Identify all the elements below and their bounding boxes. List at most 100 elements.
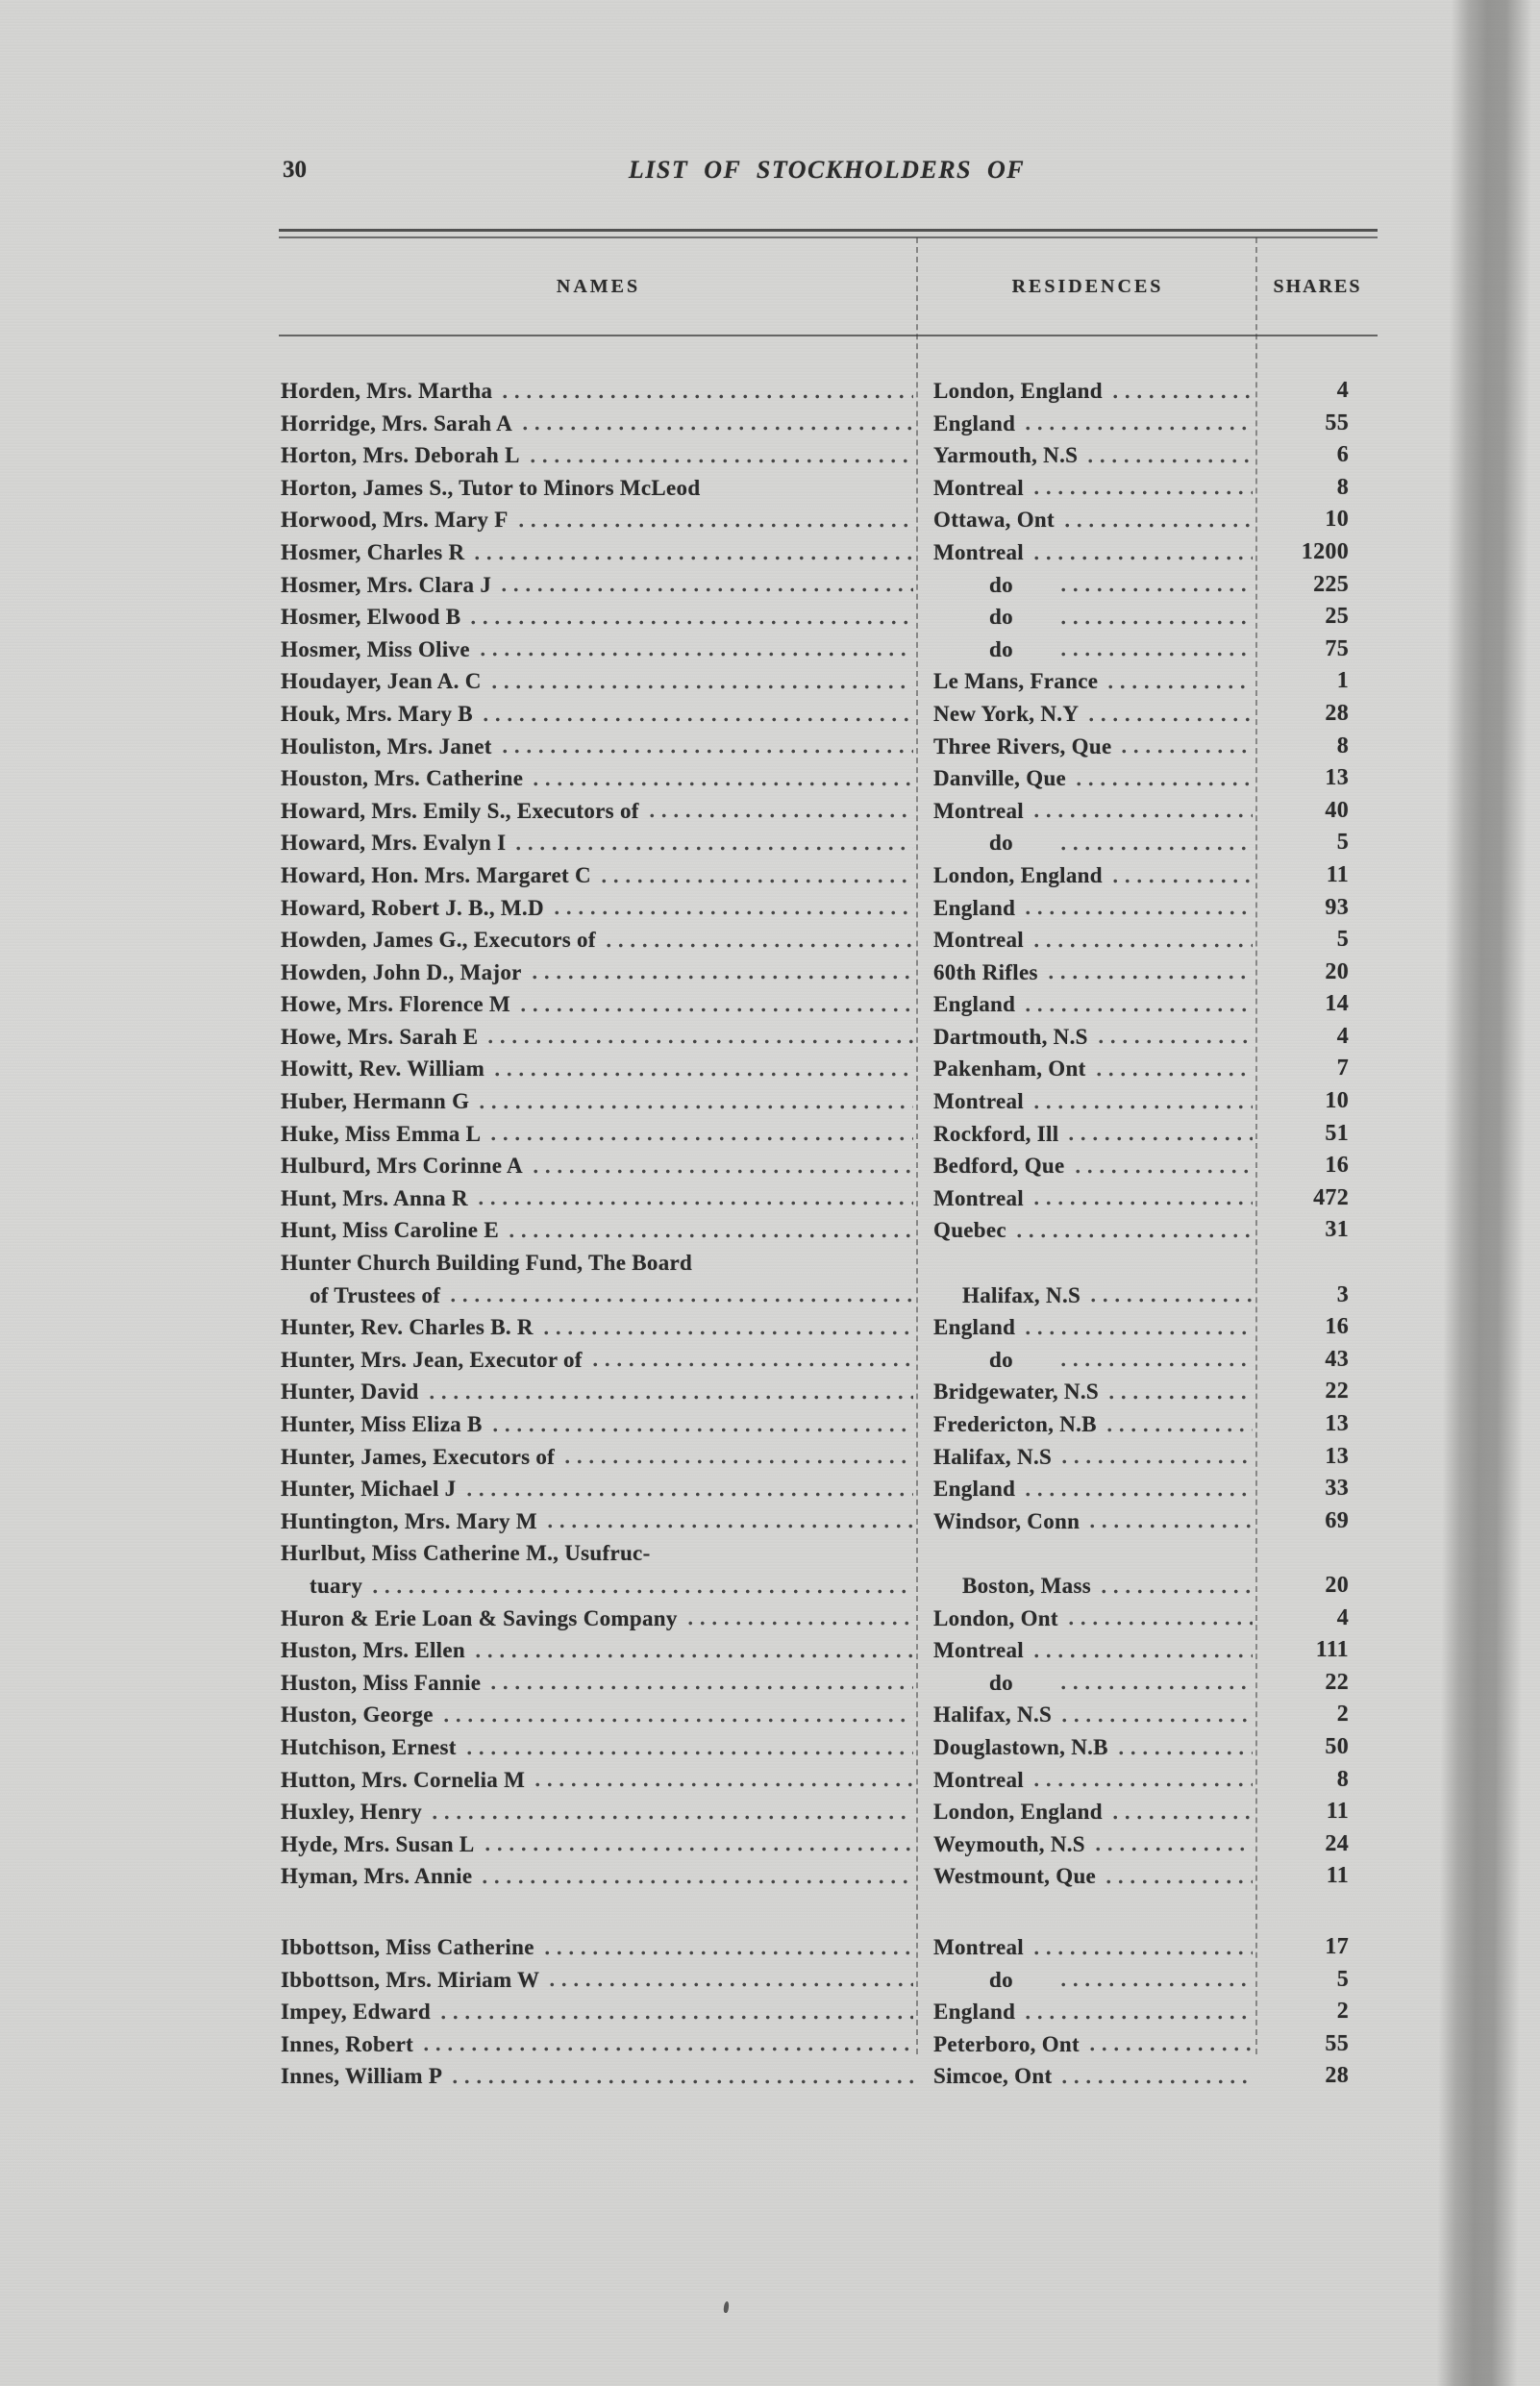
shares-cell: 8 [1336, 1766, 1349, 1792]
column-divider-names-residences [916, 237, 918, 2054]
name-text: Huston, George [281, 1703, 434, 1727]
residence-text: Dartmouth, N.S [933, 1024, 1088, 1049]
dot-leader [645, 794, 913, 828]
residence-cell: Windsor, Conn [918, 1504, 1257, 1538]
stockholders-table: NAMES RESIDENCES SHARES Horden, Mrs. Mar… [279, 229, 1378, 2093]
name-cell: of Trustees of [279, 1279, 918, 1312]
residence-text: New York, N.Y [933, 701, 1080, 726]
shares-cell: 11 [1326, 861, 1349, 887]
column-header-residences: RESIDENCES [1011, 275, 1164, 297]
residence-cell: Halifax, N.S [918, 1440, 1257, 1474]
ink-speck [723, 2300, 730, 2314]
name-text: Hunt, Miss Caroline E [281, 1218, 499, 1243]
residence-text: London, England [933, 862, 1103, 887]
dot-leader [476, 1085, 913, 1118]
dot-leader [471, 535, 913, 569]
name-cell: Howard, Mrs. Emily S., Executors of [279, 794, 918, 828]
name-cell: Impey, Edward [279, 1996, 918, 2028]
name-text: Huber, Hermann G [281, 1089, 470, 1114]
name-cell: tuary [279, 1569, 918, 1603]
residence-cell: Danville, Que [918, 762, 1257, 795]
shares-cell: 13 [1325, 765, 1349, 791]
name-cell: Hunt, Mrs. Anna R [279, 1181, 918, 1215]
name-cell: Innes, William P [279, 2060, 918, 2093]
dot-leader [420, 2027, 913, 2061]
dot-leader [1056, 1343, 1253, 1377]
residence-text: Montreal [933, 539, 1024, 564]
shares-cell: 11 [1326, 1799, 1349, 1825]
name-text: Hosmer, Elwood B [281, 605, 461, 630]
residence-text: Rockford, Ill [933, 1121, 1059, 1146]
name-cell: Hurlbut, Miss Catherine M., Usufruc- [279, 1537, 918, 1570]
name-cell: Howe, Mrs. Florence M [279, 988, 918, 1021]
dot-leader [1085, 697, 1253, 731]
table-body: Horden, Mrs. Martha London, England 4 Horri… [279, 375, 1378, 2093]
residence-text: Halifax, N.S [962, 1282, 1081, 1307]
dot-leader [484, 1020, 913, 1054]
shares-cell: 20 [1325, 1572, 1349, 1598]
shares-cell: 20 [1325, 958, 1349, 984]
column-header-names: NAMES [556, 275, 641, 297]
shares-cell: 225 [1313, 571, 1349, 597]
table-row: Howard, Mrs. Emily S., Executors of Montr… [279, 794, 1378, 828]
shares-cell: 5 [1336, 927, 1349, 953]
shares-cell: 5 [1336, 1966, 1349, 1992]
residence-text: England [933, 992, 1016, 1017]
name-text: Huron & Erie Loan & Savings Company [281, 1605, 678, 1630]
dot-leader [1085, 2027, 1253, 2061]
residence-cell: London, England [918, 858, 1257, 892]
name-text: Howard, Mrs. Emily S., Executors of [281, 798, 639, 823]
section-gap [279, 1893, 1378, 1931]
dot-leader [1056, 1666, 1253, 1700]
table-row: Huston, Mrs. Ellen Montreal 111 [279, 1634, 1378, 1667]
residence-text: England [933, 1477, 1016, 1502]
residence-cell: do [918, 1666, 1257, 1700]
dot-leader [505, 1214, 913, 1248]
dot-leader [1022, 1473, 1253, 1505]
shares-cell [1257, 1247, 1378, 1280]
residence-cell: Halifax, N.S [918, 1279, 1257, 1312]
table-row: Hunter, Miss Eliza B Fredericton, N.B 13 [279, 1408, 1378, 1441]
name-text: Hutton, Mrs. Cornelia M [281, 1767, 526, 1792]
shares-cell: 8 [1336, 474, 1349, 500]
residence-cell: England [918, 1311, 1257, 1344]
table-row: Hosmer, Miss Olive do 75 [279, 633, 1378, 666]
dot-leader [1030, 1181, 1253, 1215]
name-cell: Howard, Hon. Mrs. Margaret C [279, 858, 918, 892]
residence-cell: Yarmouth, N.S [918, 439, 1257, 472]
dot-leader [369, 1569, 913, 1603]
table-row: Horridge, Mrs. Sarah A England 55 [279, 407, 1378, 440]
residence-text: Windsor, Conn [933, 1508, 1080, 1533]
table-header-row: NAMES RESIDENCES SHARES [279, 238, 1378, 335]
dot-leader [1071, 1150, 1253, 1182]
name-text: Hunter Church Building Fund, The Board [281, 1251, 693, 1276]
table-row: Howe, Mrs. Sarah E Dartmouth, N.S 4 [279, 1020, 1378, 1054]
name-text: Howe, Mrs. Sarah E [281, 1024, 479, 1049]
shares-cell: 55 [1325, 2030, 1349, 2056]
name-cell: Howe, Mrs. Sarah E [279, 1020, 918, 1054]
name-text: Hunter, David [281, 1379, 419, 1404]
residence-cell: do [918, 827, 1257, 859]
residence-text: Montreal [933, 475, 1024, 500]
residence-cell: England [918, 891, 1257, 925]
residence-text: London, England [933, 379, 1103, 403]
residence-cell: London, England [918, 375, 1257, 408]
name-cell: Horridge, Mrs. Sarah A [279, 407, 918, 440]
dot-leader [1108, 1796, 1253, 1828]
table-row: Hunt, Mrs. Anna R Montreal 472 [279, 1181, 1378, 1215]
dot-leader [1022, 1311, 1253, 1344]
name-cell: Huntington, Mrs. Mary M [279, 1504, 918, 1538]
name-cell: Hunter, Mrs. Jean, Executor of [279, 1343, 918, 1377]
dot-leader [526, 439, 913, 472]
residence-cell: Douglastown, N.B [918, 1730, 1257, 1764]
shares-cell: 2 [1336, 1702, 1349, 1727]
shares-cell: 11 [1326, 1863, 1349, 1889]
dot-leader [1114, 1730, 1253, 1764]
dot-leader [1064, 1602, 1253, 1635]
dot-leader [1030, 924, 1253, 957]
name-cell: Hunt, Miss Caroline E [279, 1214, 918, 1248]
shares-cell: 55 [1325, 410, 1349, 435]
residence-cell: Three Rivers, Que [918, 730, 1257, 763]
table-row: Howard, Hon. Mrs. Margaret C London, Engl… [279, 858, 1378, 892]
